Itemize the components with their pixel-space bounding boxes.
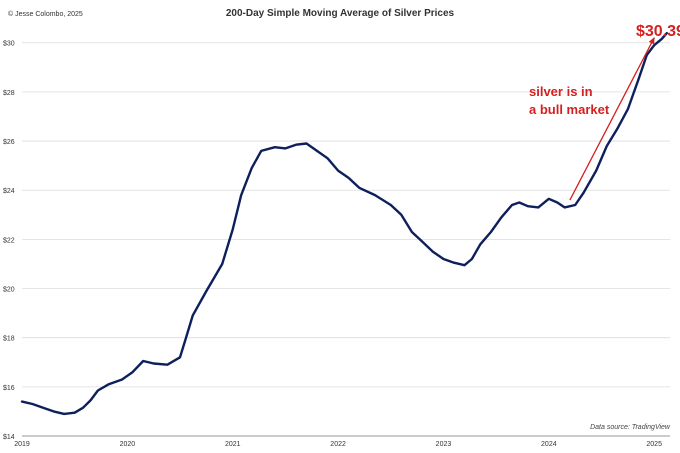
x-tick-label: 2022 — [330, 441, 346, 448]
y-tick-label: $24 — [3, 188, 15, 195]
x-axis-ticks: 2019 2020 2021 2022 2023 2024 2025 — [14, 441, 662, 448]
latest-value-label: $30.39 — [636, 23, 680, 40]
x-tick-label: 2019 — [14, 441, 30, 448]
x-tick-label: 2023 — [436, 441, 452, 448]
annotation-arrow — [569, 36, 655, 201]
x-tick-label: 2020 — [120, 441, 136, 448]
x-tick-label: 2021 — [225, 441, 241, 448]
chart-title: 200-Day Simple Moving Average of Silver … — [226, 8, 455, 19]
y-tick-label: $20 — [3, 287, 15, 294]
x-tick-label: 2024 — [541, 441, 557, 448]
y-tick-label: $14 — [3, 434, 15, 441]
credit-text: © Jesse Colombo, 2025 — [8, 10, 83, 18]
y-tick-label: $28 — [3, 90, 15, 97]
annotation-line-1: silver is in — [529, 84, 593, 99]
gridlines — [22, 42, 670, 388]
silver-sma-line — [20, 32, 668, 416]
x-tick-label: 2025 — [646, 441, 662, 448]
y-tick-label: $22 — [3, 237, 15, 244]
annotation-line-2: a bull market — [529, 102, 610, 117]
y-tick-label: $16 — [3, 385, 15, 392]
y-tick-label: $18 — [3, 336, 15, 343]
y-axis-ticks: $14 $16 $18 $20 $22 $24 $26 $28 $30 — [3, 41, 15, 441]
y-tick-label: $30 — [3, 41, 15, 48]
data-source-text: Data source: TradingView — [590, 424, 671, 431]
y-tick-label: $26 — [3, 139, 15, 146]
